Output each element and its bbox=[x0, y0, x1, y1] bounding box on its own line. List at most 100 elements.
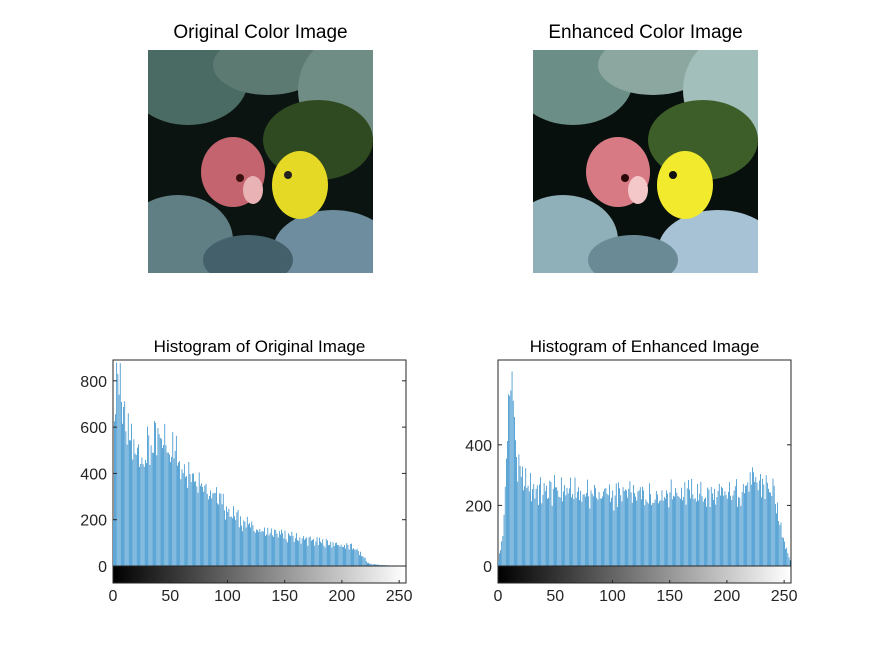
histogram-bar bbox=[526, 487, 528, 566]
histogram-bar bbox=[190, 482, 192, 566]
histogram-bar bbox=[323, 545, 325, 566]
histogram-bar bbox=[642, 486, 643, 566]
histogram-bar bbox=[637, 491, 639, 566]
x-tick-label: 200 bbox=[714, 588, 741, 605]
histogram-bar bbox=[607, 495, 609, 566]
histogram-bar bbox=[766, 482, 768, 566]
histogram-bar bbox=[510, 390, 512, 566]
histogram-bar bbox=[530, 472, 531, 566]
histogram-bar bbox=[201, 483, 202, 566]
histogram-bar bbox=[724, 491, 726, 566]
histogram-bar bbox=[736, 479, 737, 566]
y-tick-label: 200 bbox=[465, 498, 492, 515]
histogram-bar bbox=[298, 541, 300, 566]
histogram-bar bbox=[142, 464, 144, 566]
histogram-bar bbox=[604, 488, 606, 566]
histogram-bar bbox=[179, 461, 181, 566]
histogram-bar bbox=[198, 472, 200, 566]
histogram-bar bbox=[676, 492, 678, 566]
histogram-bar bbox=[380, 564, 382, 566]
histogram-bar bbox=[280, 534, 281, 566]
histogram-bar bbox=[193, 473, 194, 566]
histogram-bar bbox=[730, 495, 731, 566]
histogram-bar bbox=[610, 501, 611, 566]
histogram-bar bbox=[283, 538, 285, 566]
histogram-bar bbox=[729, 482, 730, 566]
histogram-bar bbox=[710, 486, 712, 566]
histogram-bar bbox=[738, 497, 739, 566]
histogram-bar bbox=[540, 477, 541, 566]
histogram-bar bbox=[613, 510, 615, 566]
histogram-bar bbox=[259, 529, 261, 566]
histogram-bar bbox=[663, 496, 665, 566]
histogram-bar bbox=[785, 548, 786, 566]
histogram-bar bbox=[252, 525, 254, 566]
histogram-bar bbox=[765, 475, 767, 566]
histogram-bar bbox=[541, 503, 543, 566]
histogram-bar bbox=[155, 422, 156, 566]
histogram-bar bbox=[621, 501, 623, 566]
histogram-bar bbox=[601, 498, 602, 566]
hist-original-chart: 0 200 400 600 800 0 50 100 150 200 250 bbox=[80, 359, 413, 605]
histogram-bar bbox=[650, 494, 651, 566]
histogram-bar bbox=[576, 491, 578, 566]
histogram-bar bbox=[592, 496, 594, 566]
histogram-bar bbox=[697, 484, 698, 566]
histogram-bar bbox=[189, 474, 191, 566]
histogram-bar bbox=[502, 535, 504, 566]
histogram-bar bbox=[195, 481, 197, 566]
histogram-bar bbox=[700, 481, 702, 566]
hist-enhanced-title: Histogram of Enhanced Image bbox=[529, 337, 760, 356]
histogram-bar bbox=[667, 493, 669, 566]
histogram-bar bbox=[354, 549, 356, 566]
histogram-bar bbox=[373, 564, 375, 566]
histogram-bar bbox=[181, 469, 183, 566]
histogram-bar bbox=[658, 503, 659, 566]
histogram-bar bbox=[533, 484, 535, 566]
histogram-bar bbox=[341, 546, 343, 566]
histogram-bar bbox=[574, 477, 576, 566]
histogram-bar bbox=[567, 493, 569, 566]
histogram-bar bbox=[720, 495, 721, 566]
histogram-bar bbox=[578, 487, 579, 566]
histogram-bar bbox=[748, 491, 750, 566]
histogram-bar bbox=[726, 498, 728, 566]
histogram-bar bbox=[715, 504, 717, 566]
histogram-bar bbox=[183, 464, 185, 566]
histogram-bar bbox=[681, 487, 682, 566]
histogram-bar bbox=[568, 488, 570, 566]
histogram-bar bbox=[243, 520, 245, 566]
original-image-title: Original Color Image bbox=[173, 22, 348, 43]
histogram-bar bbox=[678, 497, 680, 566]
histogram-bar bbox=[274, 529, 276, 566]
histogram-bar bbox=[322, 539, 324, 566]
histogram-bar bbox=[550, 482, 552, 566]
histogram-bar bbox=[501, 541, 503, 566]
histogram-bar bbox=[191, 473, 193, 566]
histogram-bar bbox=[628, 488, 630, 566]
histogram-bar bbox=[551, 505, 553, 566]
histogram-bar bbox=[698, 500, 699, 566]
histogram-bar bbox=[150, 445, 152, 566]
histogram-bar bbox=[272, 535, 273, 566]
histogram-bar bbox=[240, 516, 241, 566]
histogram-bar bbox=[345, 548, 346, 566]
histogram-bar bbox=[123, 406, 124, 566]
histogram-bar bbox=[728, 491, 729, 566]
histogram-bar bbox=[721, 486, 722, 566]
histogram-bar bbox=[124, 401, 126, 566]
histogram-bar bbox=[675, 488, 677, 566]
histogram-bar bbox=[504, 486, 506, 566]
histogram-bar bbox=[378, 564, 380, 566]
histogram-bar bbox=[204, 485, 206, 566]
histogram-bar bbox=[304, 539, 305, 566]
histogram-bar bbox=[549, 480, 551, 566]
histogram-bar bbox=[739, 497, 741, 566]
histogram-bar bbox=[555, 487, 556, 566]
histogram-bar bbox=[119, 363, 121, 566]
enhanced-image-title: Enhanced Color Image bbox=[548, 22, 743, 43]
histogram-bar bbox=[655, 490, 657, 566]
histogram-bar bbox=[580, 490, 582, 566]
histogram-bar bbox=[196, 486, 198, 566]
histogram-bar bbox=[734, 486, 736, 566]
